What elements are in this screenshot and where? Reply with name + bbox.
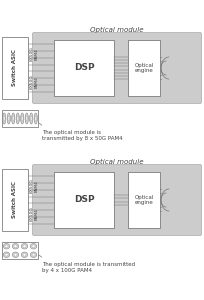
Text: Switch ASIC: Switch ASIC <box>12 50 18 86</box>
Bar <box>2 242 38 259</box>
Ellipse shape <box>14 245 17 247</box>
Ellipse shape <box>30 252 37 257</box>
Ellipse shape <box>12 113 15 124</box>
Ellipse shape <box>3 113 6 124</box>
Text: 8X50G
PAM4: 8X50G PAM4 <box>30 75 38 89</box>
Ellipse shape <box>34 113 37 124</box>
Text: The optical module is transmitted
by 4 x 100G PAM4: The optical module is transmitted by 4 x… <box>42 262 135 273</box>
Ellipse shape <box>12 244 19 249</box>
Ellipse shape <box>14 254 17 256</box>
Ellipse shape <box>3 244 10 249</box>
Bar <box>2 110 38 127</box>
Ellipse shape <box>32 254 35 256</box>
Ellipse shape <box>12 116 14 121</box>
Ellipse shape <box>16 113 19 124</box>
Ellipse shape <box>3 116 5 121</box>
Text: 8X50G
PAM4: 8X50G PAM4 <box>30 46 38 62</box>
Text: Optical module: Optical module <box>90 27 144 33</box>
Text: DSP: DSP <box>74 64 94 73</box>
Ellipse shape <box>17 116 19 121</box>
Text: The optical module is
transmitted by 8 x 50G PAM4: The optical module is transmitted by 8 x… <box>42 130 123 141</box>
FancyBboxPatch shape <box>32 164 202 236</box>
Ellipse shape <box>23 245 26 247</box>
Text: Optical
engine: Optical engine <box>134 195 154 206</box>
Ellipse shape <box>26 116 28 121</box>
Bar <box>2 37 28 99</box>
Ellipse shape <box>21 244 28 249</box>
Bar <box>2 169 28 231</box>
Ellipse shape <box>3 252 10 257</box>
Ellipse shape <box>8 116 10 121</box>
Ellipse shape <box>30 116 32 121</box>
Ellipse shape <box>23 254 26 256</box>
Ellipse shape <box>32 245 35 247</box>
Bar <box>128 40 160 96</box>
Ellipse shape <box>5 254 8 256</box>
Ellipse shape <box>30 244 37 249</box>
Text: 8X50G
PAM4: 8X50G PAM4 <box>30 178 38 194</box>
Text: Switch ASIC: Switch ASIC <box>12 182 18 218</box>
Text: Optical
engine: Optical engine <box>134 63 154 74</box>
Text: Optical module: Optical module <box>90 159 144 165</box>
Ellipse shape <box>21 116 23 121</box>
Ellipse shape <box>30 113 33 124</box>
Bar <box>54 40 114 96</box>
FancyBboxPatch shape <box>32 32 202 104</box>
Ellipse shape <box>21 113 24 124</box>
Ellipse shape <box>35 116 37 121</box>
Bar <box>128 172 160 228</box>
Ellipse shape <box>25 113 28 124</box>
Ellipse shape <box>12 252 19 257</box>
Text: DSP: DSP <box>74 196 94 205</box>
Text: 8X50G
PAM4: 8X50G PAM4 <box>30 207 38 221</box>
Ellipse shape <box>7 113 10 124</box>
Ellipse shape <box>5 245 8 247</box>
Bar <box>54 172 114 228</box>
Ellipse shape <box>21 252 28 257</box>
